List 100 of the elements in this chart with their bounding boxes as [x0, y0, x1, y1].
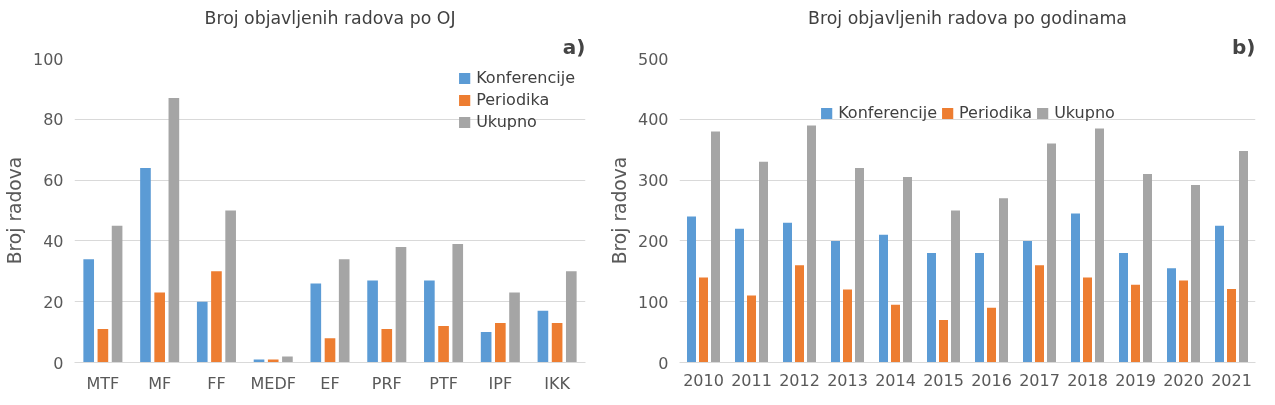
bar	[975, 253, 984, 363]
bar	[783, 222, 792, 363]
x-tick-label: 2014	[875, 370, 916, 390]
bar	[1167, 268, 1176, 363]
bar	[509, 292, 520, 363]
x-tick-label: 2015	[923, 370, 964, 390]
bar	[1227, 288, 1236, 363]
bar	[395, 246, 407, 363]
chart-title: Broj objavljenih radova po OJ	[204, 7, 456, 28]
bar	[807, 125, 816, 363]
legend-label: Ukupno	[1054, 103, 1115, 122]
bar	[1131, 284, 1140, 363]
bar	[495, 322, 506, 363]
x-tick-label: 2012	[779, 370, 820, 390]
y-tick-label: 60	[43, 171, 64, 191]
bar	[196, 301, 208, 363]
y-tick-label: 100	[32, 49, 64, 69]
bar	[903, 177, 912, 363]
x-tick-label: 2020	[1163, 370, 1204, 390]
bar	[1179, 280, 1188, 363]
x-tick-label: MEDF	[250, 373, 296, 393]
bar	[1239, 150, 1248, 363]
bar	[855, 167, 864, 363]
bar	[480, 332, 492, 363]
bar	[1071, 213, 1080, 363]
x-tick-label: MF	[148, 373, 172, 393]
bar	[111, 225, 123, 363]
legend-label: Periodika	[959, 103, 1033, 122]
y-tick-label: 0	[658, 353, 669, 373]
x-tick-label: 2019	[1115, 370, 1156, 390]
bar	[83, 259, 95, 363]
bar	[310, 283, 322, 363]
y-tick-label: 20	[43, 292, 64, 312]
y-tick-label: 500	[637, 49, 669, 69]
x-tick-label: MTF	[86, 373, 120, 393]
bar	[711, 131, 720, 363]
x-tick-label: 2021	[1211, 370, 1252, 390]
chart-title: Broj objavljenih radova po godinama	[808, 7, 1127, 28]
y-tick-label: 0	[53, 353, 64, 373]
legend-label: Periodika	[476, 90, 550, 109]
bar	[1035, 265, 1044, 363]
x-tick-label: PTF	[429, 373, 458, 393]
y-tick-label: 300	[637, 171, 669, 191]
bar	[154, 292, 165, 363]
bar	[1083, 277, 1092, 363]
bar	[891, 304, 900, 363]
bar	[1143, 174, 1152, 363]
bar	[939, 319, 948, 363]
bar	[424, 280, 435, 363]
bar	[225, 210, 236, 363]
bar	[551, 322, 563, 363]
bar	[324, 338, 336, 363]
bar	[338, 259, 350, 363]
bar	[452, 243, 464, 363]
y-tick-label: 40	[43, 231, 64, 251]
bar	[1119, 253, 1128, 363]
bar	[168, 98, 180, 363]
x-tick-label: 2010	[683, 370, 724, 390]
bar	[211, 271, 222, 363]
bar	[735, 228, 744, 363]
x-tick-label: 2011	[731, 370, 772, 390]
x-tick-label: EF	[320, 373, 340, 393]
x-tick-label: PRF	[371, 373, 402, 393]
y-tick-label: 200	[637, 231, 669, 251]
bar	[687, 216, 696, 363]
bar	[253, 359, 265, 363]
bar	[1215, 225, 1224, 363]
y-axis-title: Broj radova	[608, 156, 630, 265]
bar	[699, 277, 708, 363]
x-tick-label: IPF	[488, 373, 513, 393]
bar	[267, 359, 279, 363]
bar	[367, 280, 378, 363]
bar	[831, 240, 840, 363]
y-tick-label: 400	[637, 110, 669, 130]
x-tick-label: 2013	[827, 370, 868, 390]
bar	[747, 295, 756, 363]
y-tick-label: 80	[43, 110, 64, 130]
bar	[140, 167, 151, 363]
bar	[759, 161, 768, 363]
bar	[951, 210, 960, 363]
bar	[1095, 128, 1104, 363]
bar	[999, 198, 1008, 363]
bar	[438, 326, 449, 363]
bar	[1191, 184, 1200, 363]
x-tick-label: 2017	[1019, 370, 1060, 390]
text: b)	[1232, 34, 1256, 59]
bar	[795, 265, 804, 363]
bar	[381, 329, 393, 363]
x-tick-label: IKK	[544, 373, 571, 393]
legend-label: Konferencije	[476, 68, 575, 87]
bar	[987, 307, 996, 363]
y-tick-label: 100	[637, 292, 669, 312]
text: a)	[562, 34, 586, 59]
bar	[565, 271, 577, 363]
legend-label: Konferencije	[838, 103, 937, 122]
legend-label: Ukupno	[476, 112, 537, 131]
bar	[1023, 240, 1032, 363]
x-tick-label: 2016	[971, 370, 1012, 390]
bar	[879, 234, 888, 363]
bar	[537, 310, 549, 363]
